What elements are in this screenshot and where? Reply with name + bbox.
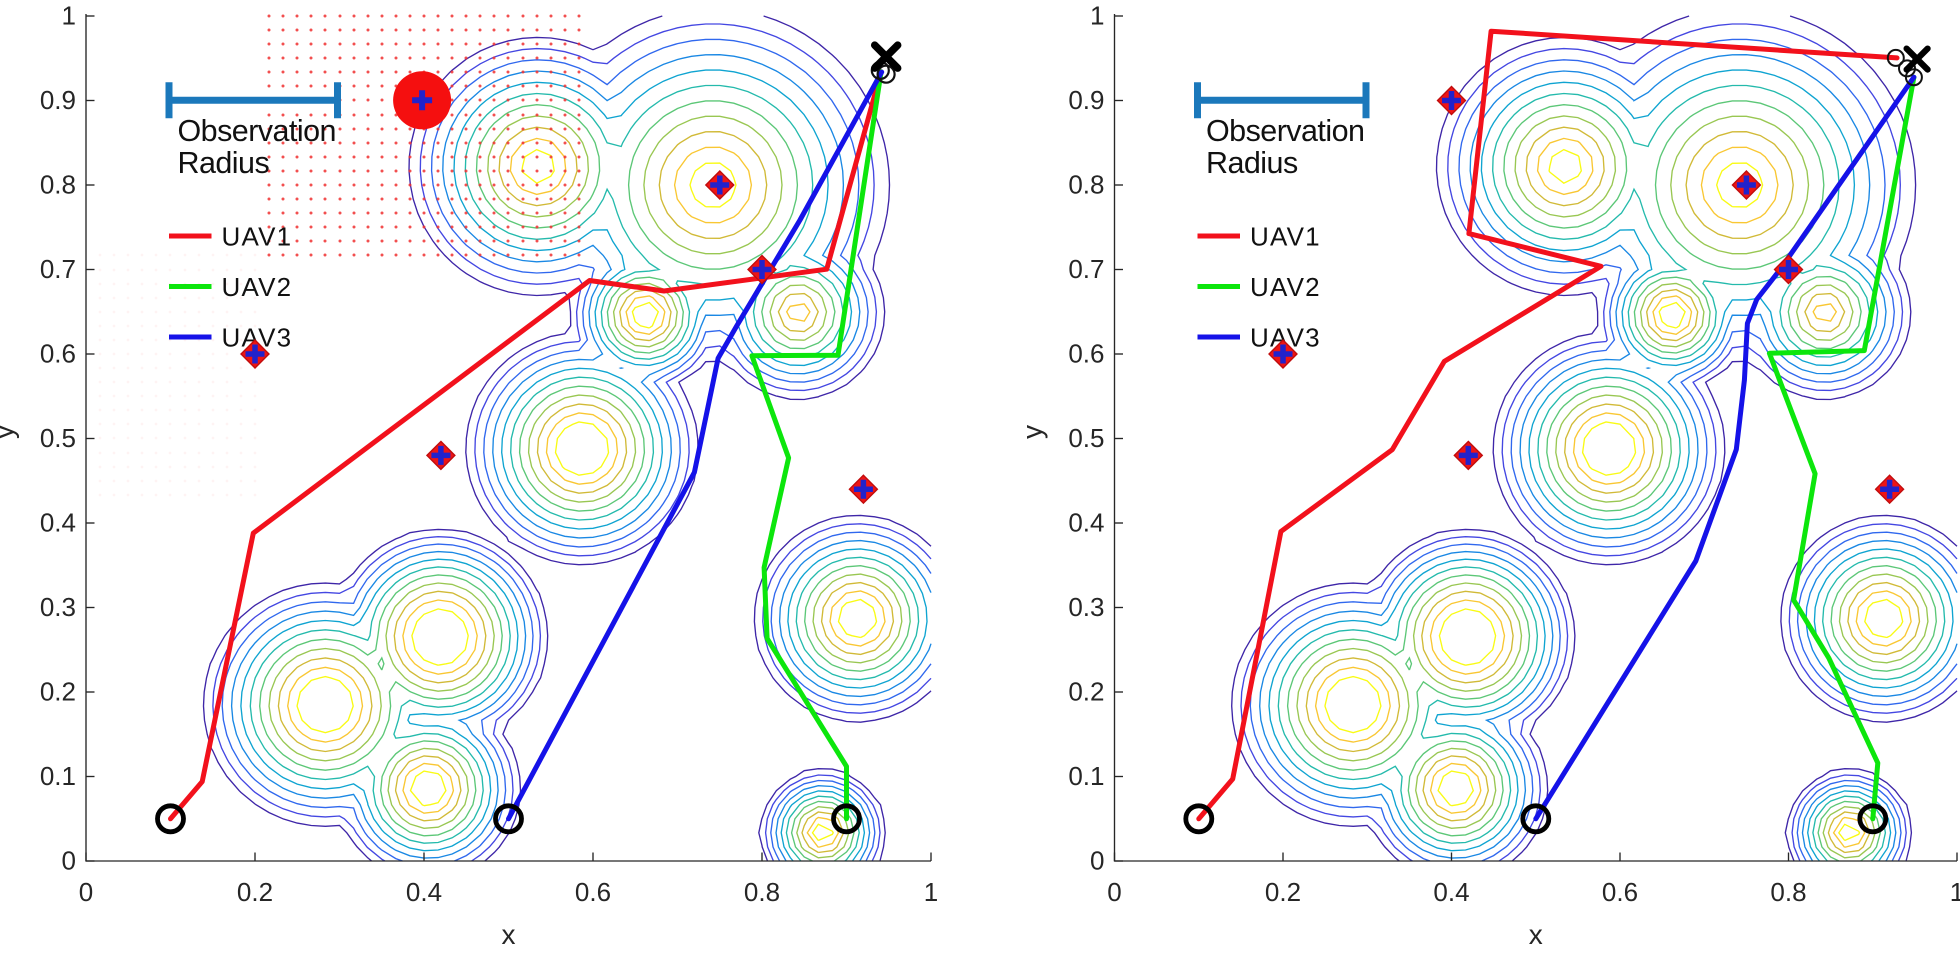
svg-text:UAV2: UAV2 [222, 272, 293, 302]
svg-text:0.6: 0.6 [1068, 339, 1104, 369]
svg-text:Radius: Radius [1206, 146, 1298, 180]
svg-text:0.2: 0.2 [40, 677, 76, 707]
svg-text:0.6: 0.6 [40, 339, 76, 369]
svg-text:0.3: 0.3 [1068, 592, 1104, 622]
svg-text:0.8: 0.8 [40, 170, 76, 200]
svg-text:0.2: 0.2 [237, 877, 273, 907]
svg-text:0.8: 0.8 [1770, 877, 1806, 907]
svg-text:0.3: 0.3 [40, 592, 76, 622]
svg-text:0: 0 [1090, 846, 1104, 876]
svg-text:0.5: 0.5 [1068, 423, 1104, 453]
svg-text:x: x [502, 919, 516, 950]
svg-text:0.8: 0.8 [1068, 170, 1104, 200]
svg-text:0: 0 [62, 846, 76, 876]
svg-text:Observation: Observation [1206, 114, 1364, 148]
svg-text:0.2: 0.2 [1068, 677, 1104, 707]
svg-text:y: y [1017, 425, 1048, 439]
svg-text:0.2: 0.2 [1265, 877, 1301, 907]
svg-text:0: 0 [1107, 877, 1121, 907]
svg-text:y: y [0, 425, 19, 439]
svg-text:0: 0 [79, 877, 93, 907]
svg-text:0.5: 0.5 [40, 423, 76, 453]
svg-text:1: 1 [924, 877, 938, 907]
svg-text:1: 1 [1950, 877, 1960, 907]
svg-text:0.7: 0.7 [1068, 254, 1104, 284]
svg-text:0.4: 0.4 [406, 877, 442, 907]
svg-text:0.9: 0.9 [40, 85, 76, 115]
svg-text:Observation: Observation [178, 114, 336, 148]
svg-text:UAV1: UAV1 [222, 222, 293, 252]
svg-text:0.1: 0.1 [1068, 761, 1104, 791]
svg-text:0.7: 0.7 [40, 254, 76, 284]
svg-text:0.6: 0.6 [1602, 877, 1638, 907]
svg-text:UAV1: UAV1 [1250, 222, 1321, 252]
svg-text:1: 1 [1090, 1, 1104, 31]
svg-text:0.4: 0.4 [40, 508, 76, 538]
svg-text:1: 1 [62, 1, 76, 31]
svg-text:0.4: 0.4 [1068, 508, 1104, 538]
svg-text:0.9: 0.9 [1068, 85, 1104, 115]
svg-text:UAV2: UAV2 [1250, 272, 1321, 302]
svg-text:0.1: 0.1 [40, 761, 76, 791]
svg-text:0.8: 0.8 [744, 877, 780, 907]
svg-text:0.4: 0.4 [1433, 877, 1469, 907]
svg-text:0.6: 0.6 [575, 877, 611, 907]
svg-text:Radius: Radius [178, 146, 270, 180]
svg-text:x: x [1529, 919, 1543, 950]
